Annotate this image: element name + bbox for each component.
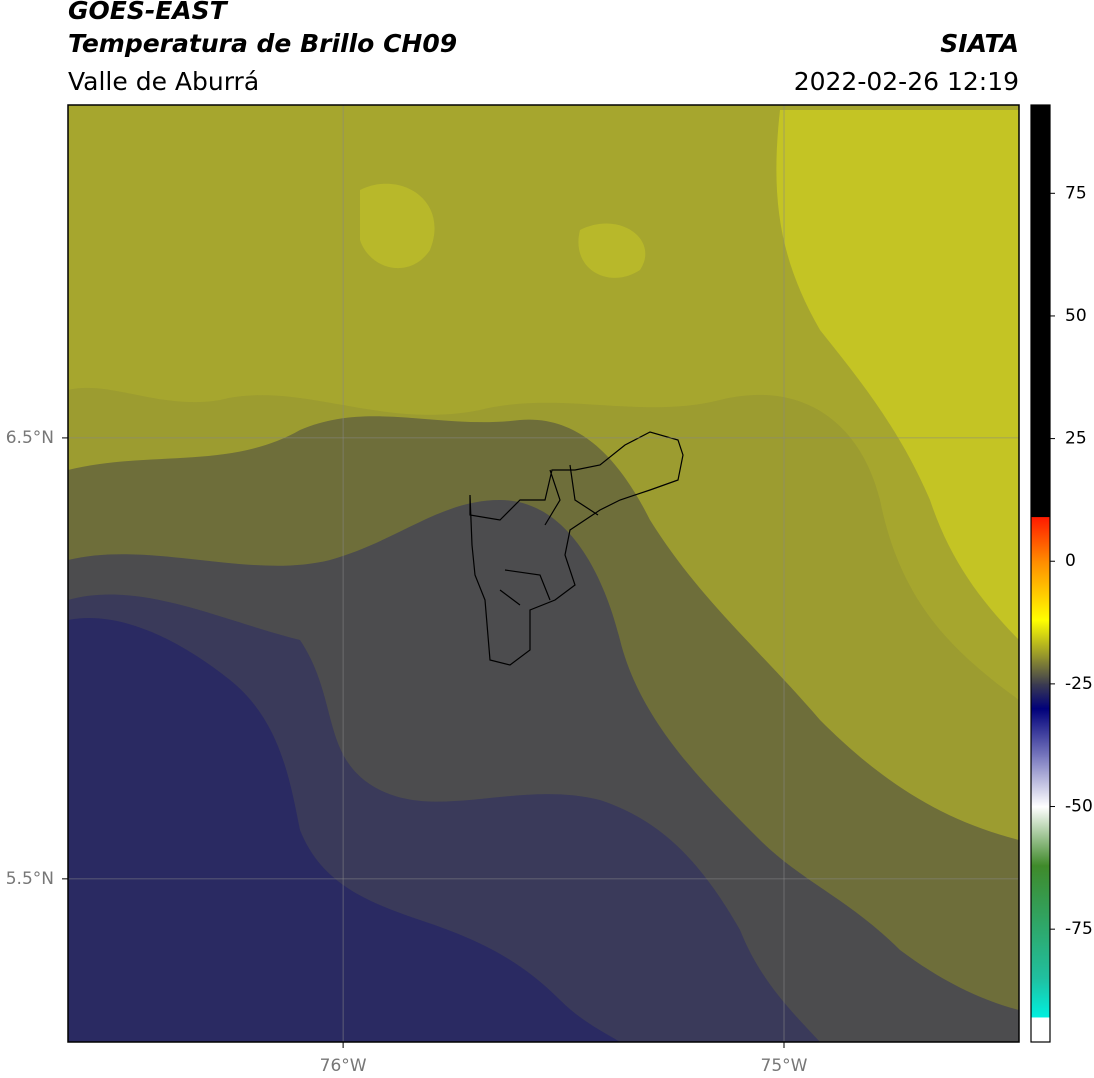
colorbar-tick-label: -75	[1065, 919, 1093, 939]
colorbar-segment	[1031, 757, 1050, 808]
field-warm-patch	[360, 183, 646, 278]
colorbar-tick-label: 50	[1065, 306, 1087, 326]
colorbar-segment	[1031, 620, 1050, 660]
map-field	[68, 105, 1019, 1042]
colorbar-tick-label: 75	[1065, 183, 1087, 203]
colorbar-segment	[1031, 683, 1050, 709]
colorbar-segment	[1031, 806, 1050, 866]
y-tick-label: 5.5°N	[6, 869, 54, 889]
colorbar-segment	[1031, 708, 1050, 758]
map-frame	[67, 104, 1020, 1043]
x-tick-label: 75°W	[761, 1056, 808, 1076]
colorbar-tick-label: -50	[1065, 797, 1093, 817]
source: SIATA	[940, 29, 1019, 58]
region: Valle de Aburrá	[68, 67, 259, 96]
datetime: 2022-02-26 12:19	[794, 67, 1019, 96]
colorbar-segment	[1031, 517, 1050, 562]
x-tick-label: 76°W	[320, 1056, 367, 1076]
colorbar-segment	[1031, 1017, 1050, 1043]
colorbar-segment	[1031, 561, 1050, 621]
colorbar-segment	[1031, 978, 1050, 1018]
colorbar-tick-label: -25	[1065, 674, 1093, 694]
colorbar-segment	[1031, 865, 1050, 979]
colorbar-segment	[1031, 105, 1050, 518]
subtitle: Temperatura de Brillo CH09	[68, 29, 457, 58]
colorbar-frame	[1030, 104, 1051, 1043]
colorbar-segment	[1031, 659, 1050, 685]
field-coldest	[68, 618, 620, 1042]
title: GOES-EAST	[68, 0, 229, 25]
municipal-boundaries	[469, 431, 684, 666]
field-warmer	[776, 110, 1019, 640]
colorbar-tick-label: 25	[1065, 429, 1087, 449]
y-tick-label: 6.5°N	[6, 428, 54, 448]
colorbar-tick-label: 0	[1065, 551, 1076, 571]
field-warm	[68, 105, 1019, 700]
